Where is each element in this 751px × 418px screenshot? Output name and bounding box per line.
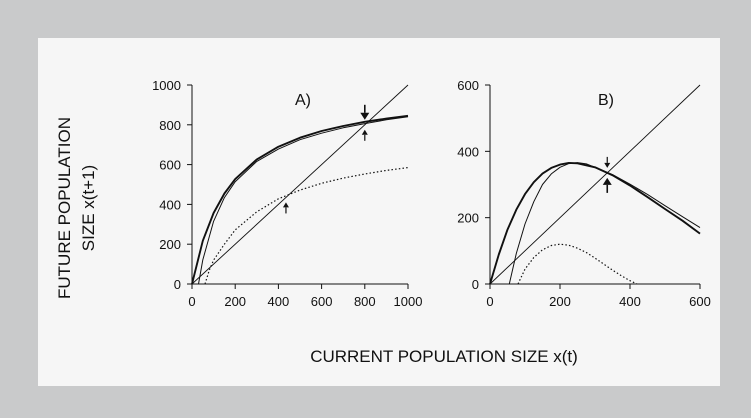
panel-a-series-identity	[191, 84, 409, 285]
panel-b-series-dotted	[517, 243, 638, 285]
panel-b-y-tick-label: 200	[457, 211, 479, 226]
panel-a-arrow-down	[360, 104, 370, 120]
y-axis-label-line1: FUTURE POPULATION	[55, 117, 74, 299]
arrow-head	[282, 202, 289, 208]
panel-a-series-solid-thick	[191, 114, 409, 285]
arrow-head	[602, 177, 612, 185]
arrow-head	[360, 112, 370, 120]
arrow-head	[361, 129, 368, 135]
panel-a-series-dotted	[204, 167, 409, 285]
panel-b-arrow-down	[604, 156, 611, 168]
panel-a-x-tick-label: 0	[188, 294, 195, 309]
panel-b-y-tick-label: 0	[472, 277, 479, 292]
panel-b-x-tick-label: 200	[549, 294, 571, 309]
panel-a-x-tick-label: 200	[224, 294, 246, 309]
panel-a-label: A)	[295, 92, 311, 109]
panel-b-arrow-up	[602, 177, 612, 193]
panel-a-series-solid-thin	[198, 116, 409, 285]
panel-b-series-solid-thick	[489, 161, 701, 285]
panel-a-x-tick-label: 800	[354, 294, 376, 309]
panel-a-arrow-up	[361, 129, 368, 141]
panel-a-x-tick-label: 1000	[394, 294, 423, 309]
panel-a-y-tick-label: 800	[159, 118, 181, 133]
panel-a-y-tick-label: 400	[159, 197, 181, 212]
panel-a-y-tick-label: 600	[159, 158, 181, 173]
panel-b-y-tick-label: 600	[457, 78, 479, 93]
y-axis-label-line2: SIZE x(t+1)	[79, 165, 98, 251]
figure-panel: FUTURE POPULATION SIZE x(t+1) CURRENT PO…	[38, 38, 720, 386]
panel-b-y-tick-label: 400	[457, 144, 479, 159]
x-axis-label: CURRENT POPULATION SIZE x(t)	[310, 347, 578, 366]
panel-b-x-tick-label: 0	[486, 294, 493, 309]
panel-b-label: B)	[598, 92, 614, 109]
figure-svg: FUTURE POPULATION SIZE x(t+1) CURRENT PO…	[55, 78, 711, 366]
panel-a-x-tick-label: 400	[268, 294, 290, 309]
panel-a-y-tick-label: 0	[174, 277, 181, 292]
panel-a-y-tick-label: 1000	[152, 78, 181, 93]
panel-b-series-solid-thin	[508, 162, 701, 285]
panel-a-x-tick-label: 600	[311, 294, 333, 309]
panel-b-x-tick-label: 400	[619, 294, 641, 309]
arrow-head	[604, 162, 611, 168]
panel-a-y-tick-label: 200	[159, 237, 181, 252]
panel-a-arrow-up	[282, 202, 289, 214]
panel-b-chart: 0 200 400 600 0 200 400 600 B)	[457, 78, 711, 309]
panel-b-x-tick-label: 600	[689, 294, 711, 309]
panel-b-series-identity	[489, 84, 701, 285]
panel-a-chart: 0 200 400 600 800 1000 0 200 400 600 800 1000 A)	[152, 78, 422, 309]
